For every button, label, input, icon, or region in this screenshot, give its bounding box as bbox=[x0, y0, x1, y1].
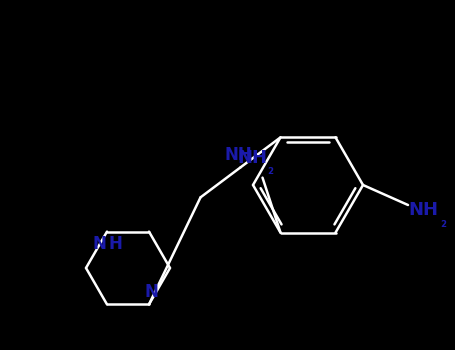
Text: N: N bbox=[144, 284, 158, 301]
Text: H: H bbox=[108, 234, 122, 253]
Text: NH: NH bbox=[408, 201, 438, 219]
Text: ₂: ₂ bbox=[268, 163, 273, 177]
Text: NH: NH bbox=[238, 149, 268, 167]
Text: N: N bbox=[92, 234, 106, 253]
Text: ₂: ₂ bbox=[440, 216, 446, 230]
Text: NH: NH bbox=[225, 146, 253, 164]
